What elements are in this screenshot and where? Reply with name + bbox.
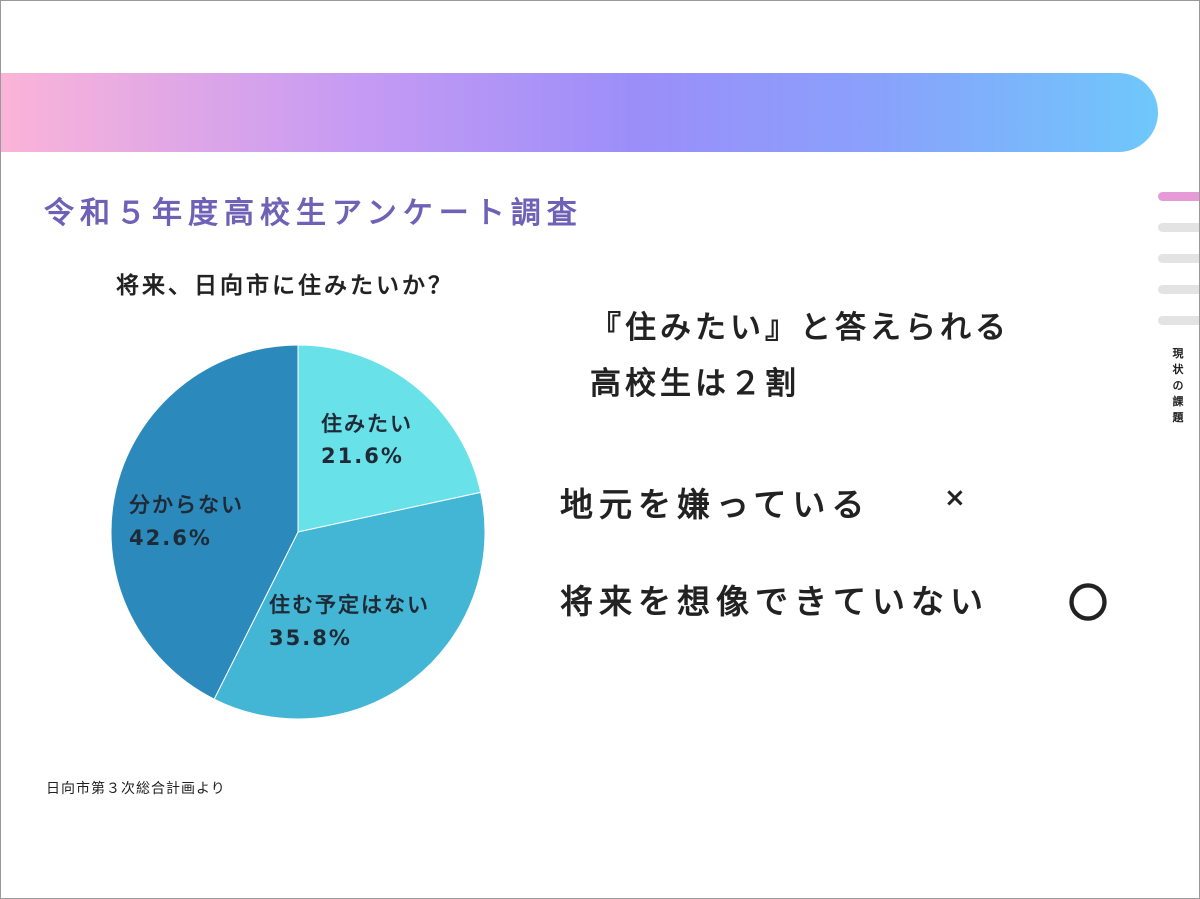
slice-sumitai <box>297 344 482 533</box>
pie-slices <box>110 344 486 720</box>
pie-labels: 住みたい 21.6% 住む予定はない 35.8% 分からない 42.6% <box>129 412 430 650</box>
slice-value-wakaranai: 42.6% <box>129 526 212 550</box>
progress-bar-2 <box>1158 223 1200 232</box>
headline-line-2: 高校生は２割 <box>590 366 800 402</box>
reason-text-1: 地元を嫌っている <box>560 485 871 524</box>
slice-label-sumu-yotei-nashi: 住む予定はない <box>269 593 430 617</box>
slide-title: 令和５年度高校生アンケート調査 <box>44 196 583 231</box>
slice-wakaranai <box>110 344 299 700</box>
chart-title: 将来、日向市に住みたいか？ <box>116 273 454 299</box>
progress-bar-4 <box>1158 285 1200 294</box>
slice-label-sumitai: 住みたい <box>321 412 413 436</box>
side-section-label: 現状の課題 <box>1172 347 1184 424</box>
slice-value-sumitai: 21.6% <box>321 444 404 468</box>
reason-text-2: 将来を想像できていない <box>560 582 989 621</box>
source-note: 日向市第３次総合計画より <box>46 781 226 797</box>
headline-line-1: 『住みたい』と答えられる <box>590 310 1010 346</box>
slice-sumu-yotei-nashi <box>213 491 486 720</box>
progress-bar-3 <box>1158 254 1200 263</box>
slice-label-wakaranai: 分からない <box>129 493 244 517</box>
progress-bar-1 <box>1158 192 1200 201</box>
progress-bar-5 <box>1158 316 1200 325</box>
reason-mark-1: × <box>944 483 966 513</box>
slice-value-sumu-yotei-nashi: 35.8% <box>269 626 352 650</box>
header-gradient-banner <box>0 73 1158 152</box>
reason-mark-2: 〇 <box>1068 581 1108 627</box>
